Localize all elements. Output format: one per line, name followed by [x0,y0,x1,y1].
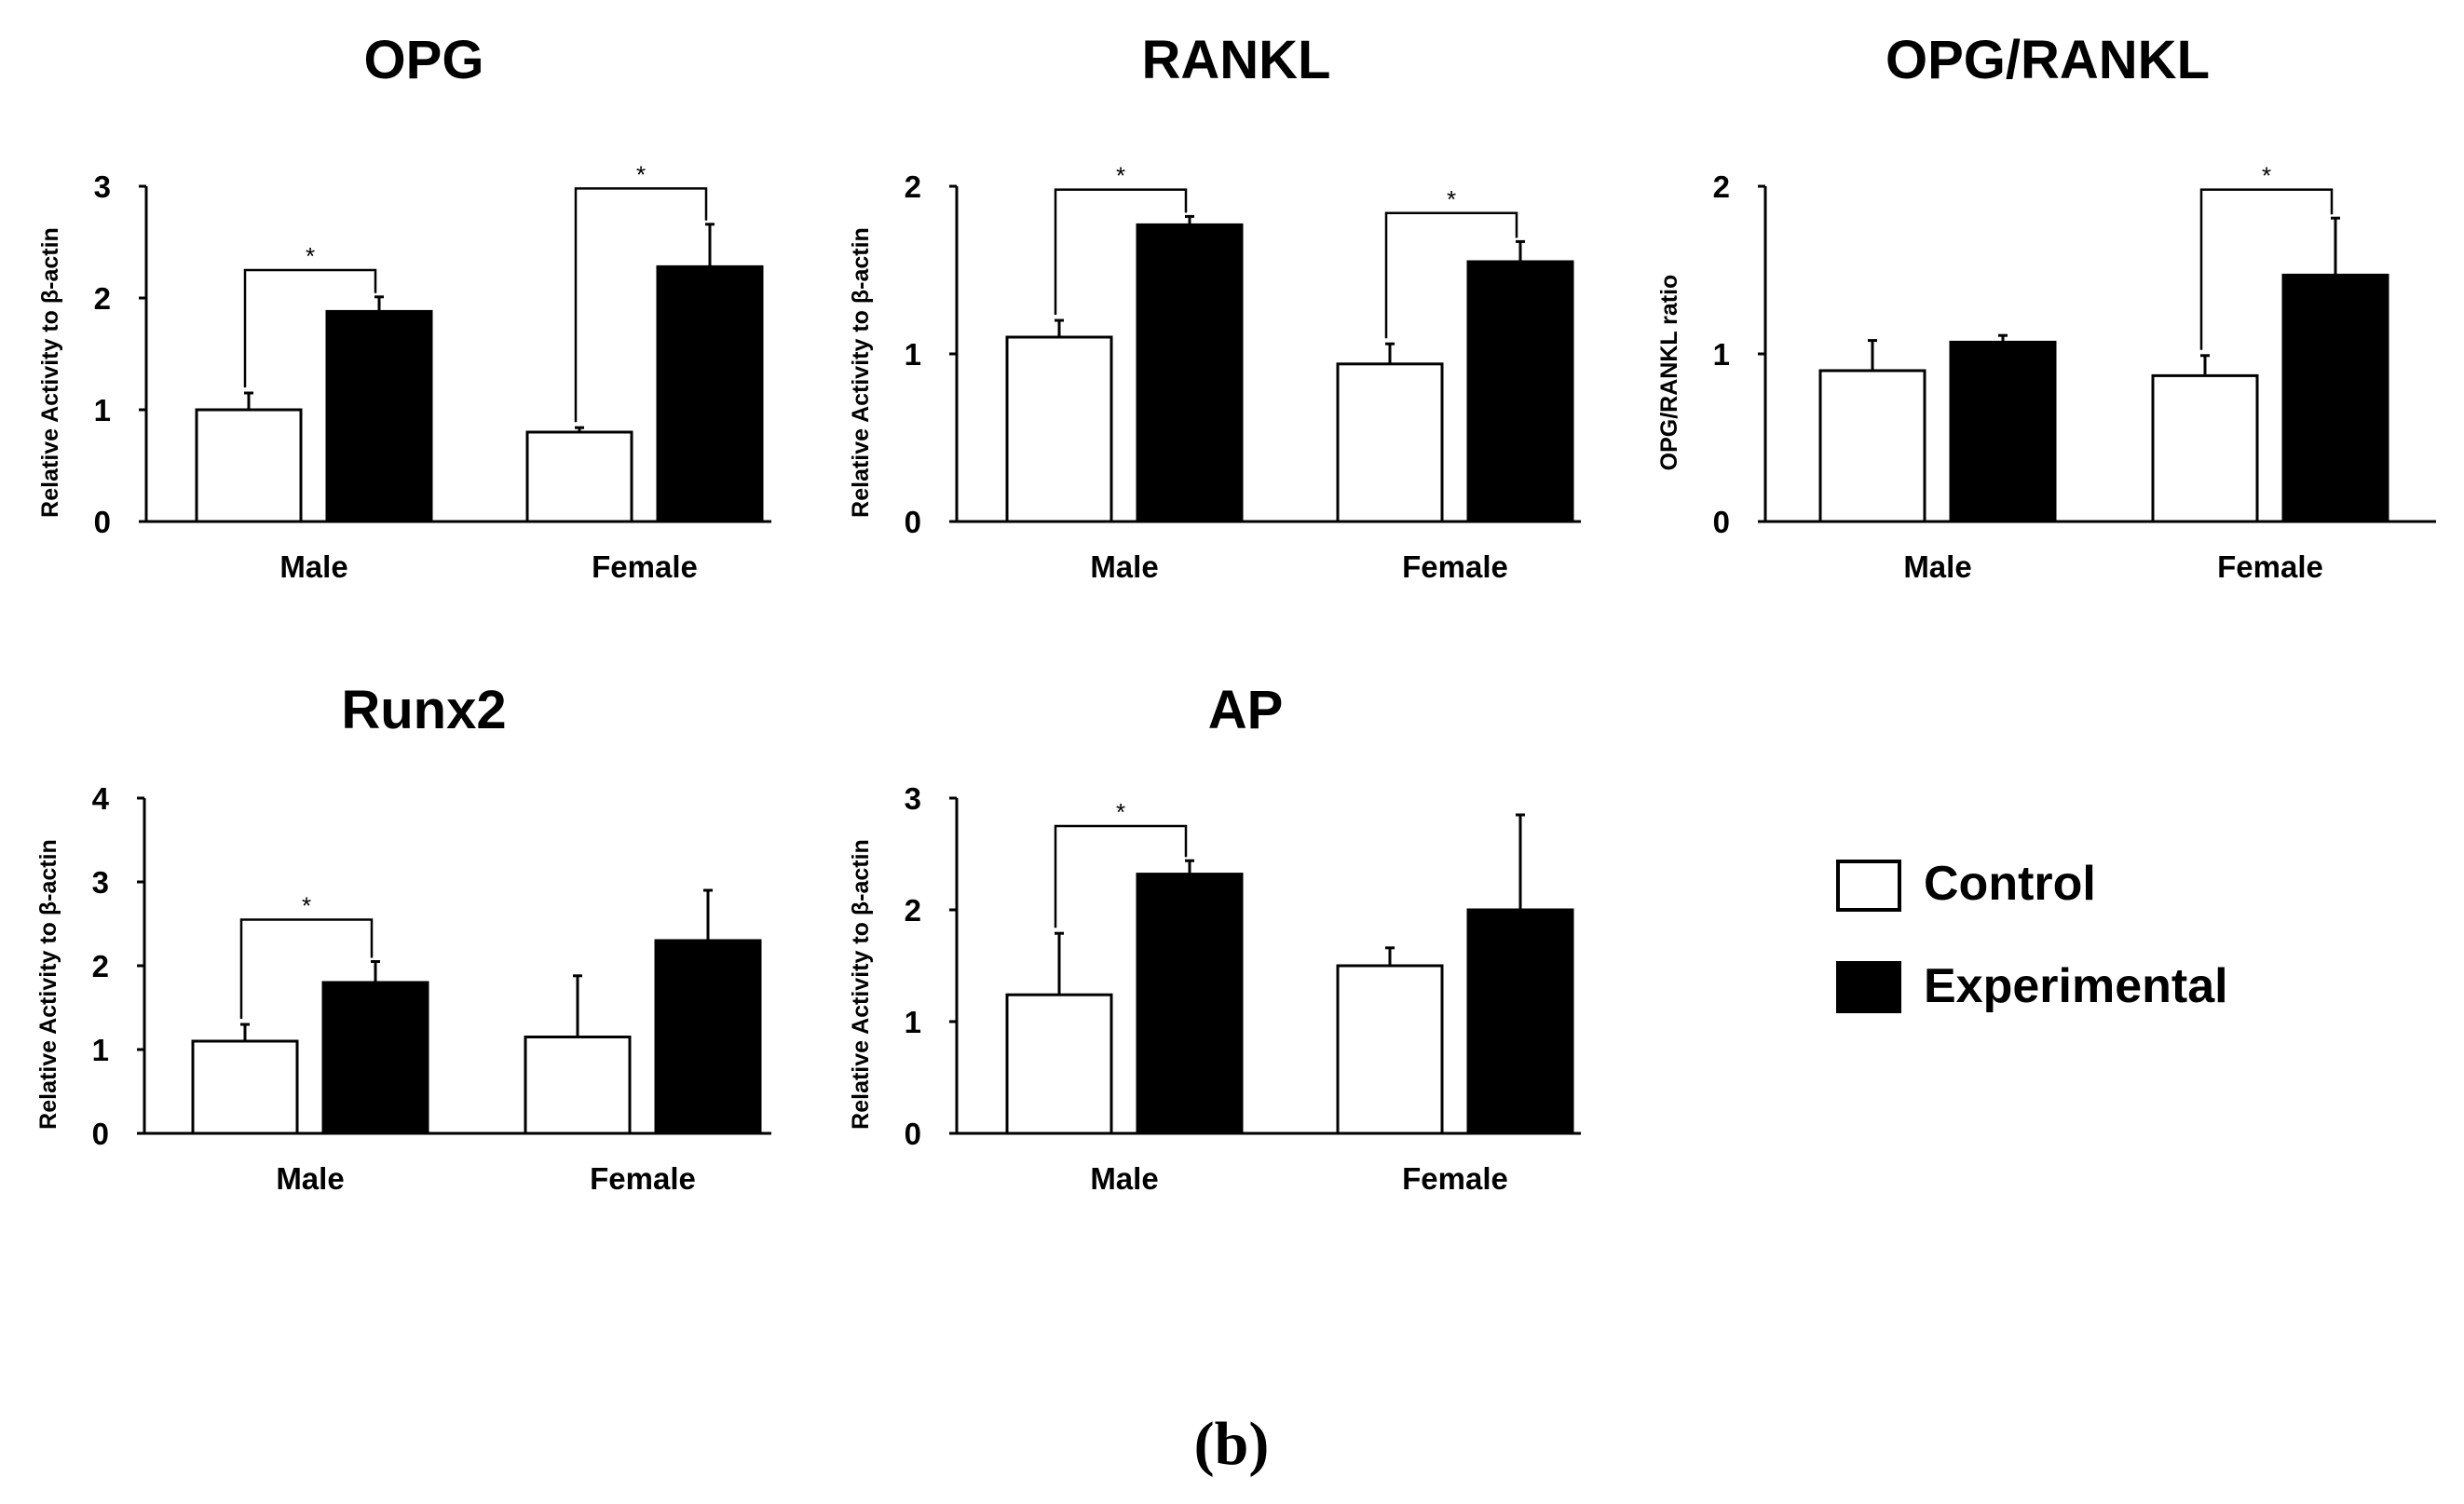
panel-rankl-y-tick-label: 0 [905,505,921,539]
panel-opg-bar-control-male [195,408,303,523]
panel-ap-bar-control-male [1005,993,1113,1135]
panel-runx2-significance-star: * [302,892,311,920]
panel-opg-rankl-bar-control-male [1818,369,1926,523]
panel-ap-bar-control-female [1336,964,1444,1135]
legend: Control Experimental [1836,857,2228,1013]
panel-rankl-bar-control-female [1336,362,1444,523]
panels: OPG Relative Activity to β-actin 0 1 2 3 Male F… [35,30,2436,1196]
panel-opg-rankl-category-label: Male [1903,549,1971,584]
panel-opg-y-tick-label: 0 [94,505,111,539]
panel-runx2: Runx2 Relative Activity to β-actin 0 1 2 3 4 Ma… [35,680,771,1196]
panel-ap-y-tick-label: 0 [905,1117,921,1151]
figure-caption: (b) [1194,1410,1270,1478]
panel-runx2-ylabel: Relative Activity to β-actin [35,839,61,1130]
panel-opg-rankl-y-tick-label: 2 [1713,169,1730,204]
panel-opg-rankl-ylabel: OPG/RANKL ratio [1656,275,1682,471]
panel-opg-significance-bracket [574,187,708,423]
panel-opg-significance-star: * [306,242,315,270]
panel-opg-rankl-bar-experimental-male [1949,340,2057,523]
panel-opg-ylabel: Relative Activity to β-actin [37,227,63,518]
panel-opg-y-tick-label: 2 [94,281,111,316]
panel-opg-significance-star: * [636,160,646,188]
panel-opg: OPG Relative Activity to β-actin 0 1 2 3 Male F… [37,30,771,584]
panel-opg-rankl-bar-experimental-female [2281,273,2389,523]
panel-runx2-y-tick-label: 1 [92,1033,109,1067]
panel-opg-category-label: Male [279,549,347,584]
panel-runx2-bar-control-male [191,1039,299,1135]
panel-rankl-significance-bracket [1054,188,1188,315]
panel-opg-rankl-y-tick-label: 1 [1713,337,1730,372]
legend-label-control: Control [1924,857,2096,911]
panel-runx2-bar-control-female [524,1036,632,1135]
panel-ap-y-tick-label: 1 [905,1005,921,1039]
panel-rankl-bar-experimental-male [1136,223,1244,523]
panel-rankl-significance-star: * [1447,185,1456,213]
panel-rankl-bar-control-male [1005,335,1113,523]
panel-ap-bar-experimental-female [1466,908,1574,1135]
panel-opg-significance-bracket [243,268,377,387]
panel-ap-ylabel: Relative Activity to β-actin [848,839,874,1130]
panel-opg-bar-experimental-female [656,264,764,523]
panel-rankl-category-label: Male [1090,549,1158,584]
panel-opg-title: OPG [364,30,484,90]
panel-runx2-y-tick-label: 4 [92,781,110,816]
panel-rankl-significance-bracket [1384,211,1518,339]
panel-opg-y-tick-label: 1 [94,393,111,427]
panel-rankl-bar-experimental-female [1466,260,1574,523]
panel-ap-significance-star: * [1116,798,1125,826]
panel-rankl-y-tick-label: 1 [905,337,921,372]
panel-rankl: RANKL Relative Activity to β-actin 0 1 2 Male… [848,30,1581,584]
panel-rankl-ylabel: Relative Activity to β-actin [848,227,874,518]
panel-runx2-category-label: Male [276,1161,344,1196]
panel-runx2-significance-bracket [239,918,374,1019]
panel-runx2-y-tick-label: 0 [92,1117,109,1151]
panel-runx2-y-tick-label: 2 [92,949,109,983]
panel-ap-title: AP [1208,680,1284,740]
panel-opg-rankl-y-tick-label: 0 [1713,505,1730,539]
panel-rankl-y-tick-label: 2 [905,169,921,204]
panel-runx2-y-tick-label: 3 [92,865,109,900]
panel-opg-bar-control-female [525,430,633,523]
panel-runx2-category-label: Female [590,1161,696,1196]
panel-opg-rankl: OPG/RANKL OPG/RANKL ratio 0 1 2 Male Female * [1656,30,2436,584]
panel-ap-significance-bracket [1054,824,1188,928]
panel-rankl-category-label: Female [1402,549,1508,584]
panel-opg-rankl-significance-star: * [2262,162,2271,190]
panel-opg-bar-experimental-male [325,309,433,523]
panel-ap-y-tick-label: 3 [905,781,921,816]
panel-ap: AP Relative Activity to β-actin 0 1 2 3 Male Fe… [848,680,1581,1196]
panel-opg-rankl-significance-bracket [2199,188,2334,350]
panel-runx2-title: Runx2 [341,680,506,740]
panel-opg-y-tick-label: 3 [94,169,111,204]
panel-rankl-significance-star: * [1116,162,1125,190]
legend-swatch-experimental [1836,961,1901,1013]
panel-opg-rankl-title: OPG/RANKL [1885,30,2210,90]
panel-opg-category-label: Female [592,549,698,584]
panel-opg-rankl-bar-control-female [2151,373,2259,523]
legend-swatch-control [1836,860,1901,912]
panel-ap-category-label: Female [1402,1161,1508,1196]
panel-ap-y-tick-label: 2 [905,893,921,928]
panel-ap-bar-experimental-male [1136,873,1244,1135]
panel-ap-category-label: Male [1090,1161,1158,1196]
panel-runx2-bar-experimental-female [654,939,762,1135]
legend-label-experimental: Experimental [1924,959,2228,1013]
panel-rankl-title: RANKL [1142,30,1331,90]
panel-opg-rankl-category-label: Female [2217,549,2323,584]
panel-runx2-bar-experimental-male [321,981,429,1135]
